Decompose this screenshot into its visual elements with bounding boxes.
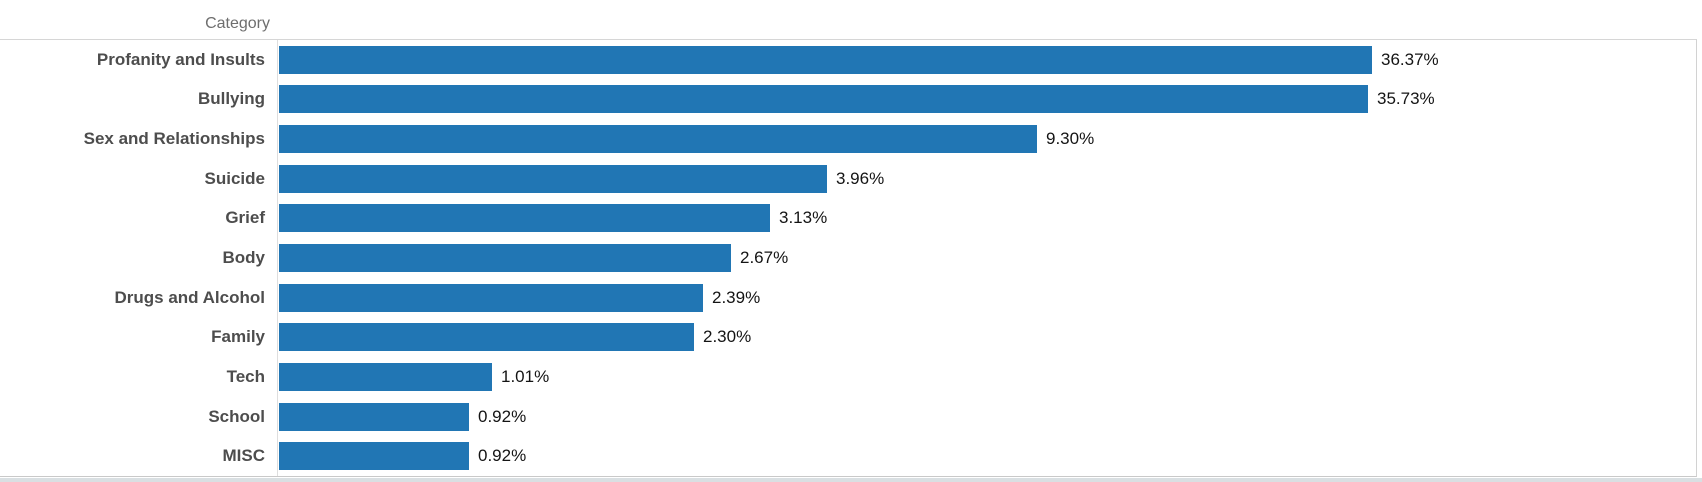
- column-header-category[interactable]: Category: [205, 15, 270, 32]
- category-label-cell: Drugs and Alcohol: [0, 277, 278, 318]
- bar[interactable]: [279, 323, 694, 352]
- category-label-cell: Body: [0, 238, 278, 278]
- category-label-cell: Profanity and Insults: [0, 40, 278, 80]
- chart-row: Tech 1.01%: [0, 357, 1696, 397]
- bottom-edge-strip: [0, 478, 1702, 482]
- bar[interactable]: [279, 125, 1037, 154]
- category-label[interactable]: Profanity and Insults: [96, 49, 265, 69]
- category-label[interactable]: Sex and Relationships: [83, 129, 265, 149]
- chart-plot-area: Profanity and Insults 36.37% Bullying 35…: [0, 39, 1697, 477]
- bar[interactable]: [279, 164, 827, 193]
- bar[interactable]: [279, 85, 1368, 114]
- value-label: 36.37%: [1381, 49, 1439, 69]
- value-label: 35.73%: [1377, 89, 1435, 109]
- chart-row: Profanity and Insults 36.37%: [0, 40, 1696, 80]
- category-label[interactable]: Family: [211, 327, 265, 347]
- value-label: 1.01%: [501, 366, 550, 386]
- category-label[interactable]: Drugs and Alcohol: [114, 287, 266, 307]
- category-label-cell: Suicide: [0, 158, 278, 199]
- bar-cell: 2.67%: [278, 238, 1696, 278]
- value-label: 0.92%: [478, 406, 527, 426]
- category-label-cell: MISC: [0, 436, 278, 477]
- chart-row: Body 2.67%: [0, 238, 1696, 278]
- value-label: 2.67%: [740, 248, 789, 268]
- category-label[interactable]: School: [208, 406, 265, 426]
- category-label-cell: Bullying: [0, 79, 278, 120]
- bar[interactable]: [279, 283, 703, 312]
- value-label: 3.96%: [836, 168, 885, 188]
- bar-cell: 2.30%: [278, 317, 1696, 357]
- chart-row: Bullying 35.73%: [0, 79, 1696, 120]
- bar[interactable]: [279, 402, 469, 431]
- bar-cell: 36.37%: [278, 40, 1696, 80]
- category-label-cell: Grief: [0, 198, 278, 239]
- chart-row: School 0.92%: [0, 396, 1696, 437]
- bar-cell: 2.39%: [278, 278, 1696, 318]
- bar[interactable]: [279, 204, 770, 233]
- bar[interactable]: [279, 45, 1372, 74]
- bar-cell: 3.96%: [278, 159, 1696, 199]
- chart-row: Grief 3.13%: [0, 198, 1696, 239]
- value-label: 0.92%: [478, 446, 527, 466]
- category-label-cell: School: [0, 396, 278, 437]
- category-label-cell: Family: [0, 317, 278, 358]
- bar-cell: 1.01%: [278, 357, 1696, 397]
- category-label[interactable]: MISC: [222, 446, 266, 466]
- category-label[interactable]: Grief: [225, 208, 265, 228]
- bar-cell: 0.92%: [278, 397, 1696, 437]
- bar[interactable]: [279, 442, 469, 471]
- chart-row: Suicide 3.96%: [0, 158, 1696, 199]
- chart-row: Drugs and Alcohol 2.39%: [0, 277, 1696, 318]
- category-label[interactable]: Suicide: [204, 168, 265, 188]
- category-label[interactable]: Body: [222, 248, 266, 268]
- value-label: 2.30%: [703, 327, 752, 347]
- bar[interactable]: [279, 244, 731, 273]
- chart-row: MISC 0.92%: [0, 436, 1696, 477]
- category-label[interactable]: Bullying: [197, 89, 265, 109]
- bar-cell: 3.13%: [278, 199, 1696, 239]
- chart-row: Sex and Relationships 9.30%: [0, 119, 1696, 159]
- value-label: 3.13%: [779, 208, 828, 228]
- bar-cell: 35.73%: [278, 80, 1696, 120]
- category-label-cell: Tech: [0, 357, 278, 397]
- bar-cell: 9.30%: [278, 119, 1696, 159]
- bar[interactable]: [279, 362, 492, 391]
- chart-row: Family 2.30%: [0, 317, 1696, 358]
- bar-cell: 0.92%: [278, 436, 1696, 476]
- value-label: 2.39%: [712, 287, 761, 307]
- value-label: 9.30%: [1046, 129, 1095, 149]
- chart-rows: Profanity and Insults 36.37% Bullying 35…: [0, 40, 1696, 477]
- category-label-cell: Sex and Relationships: [0, 119, 278, 159]
- category-label[interactable]: Tech: [226, 366, 265, 386]
